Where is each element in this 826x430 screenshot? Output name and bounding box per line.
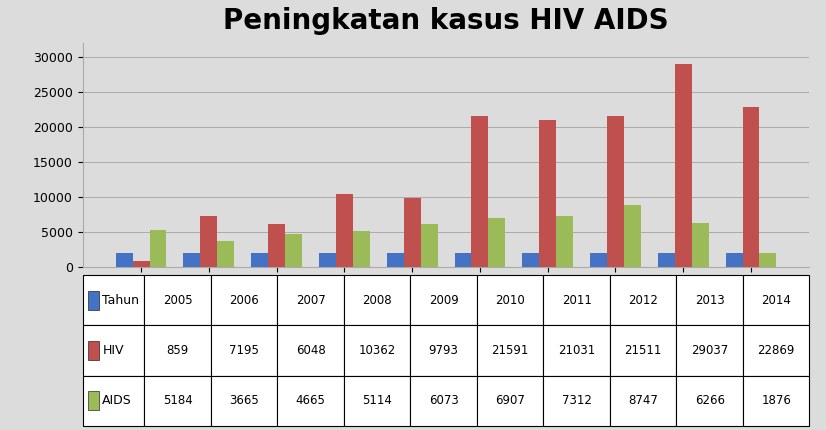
Text: 2014: 2014	[762, 294, 791, 307]
Bar	[133, 261, 150, 267]
Bar	[624, 206, 641, 267]
Text: 22869: 22869	[757, 344, 795, 357]
Text: 5114: 5114	[363, 394, 392, 407]
Text: 2005: 2005	[163, 294, 192, 307]
Bar	[268, 224, 285, 267]
Text: 6048: 6048	[296, 344, 325, 357]
Bar	[183, 253, 201, 267]
Text: 3665: 3665	[230, 394, 259, 407]
Bar	[472, 116, 488, 267]
Bar	[336, 194, 353, 267]
Bar	[743, 107, 759, 267]
Bar	[607, 116, 624, 267]
Text: 6073: 6073	[429, 394, 458, 407]
Bar	[657, 253, 675, 267]
Text: 9793: 9793	[429, 344, 458, 357]
Bar	[251, 253, 268, 267]
Text: 8747: 8747	[629, 394, 658, 407]
Bar	[150, 230, 167, 267]
Text: 4665: 4665	[296, 394, 325, 407]
Text: 21511: 21511	[624, 344, 662, 357]
Text: 2007: 2007	[296, 294, 325, 307]
Text: 2011: 2011	[562, 294, 591, 307]
Bar	[590, 253, 607, 267]
Bar	[353, 231, 370, 267]
Bar	[691, 223, 709, 267]
Text: 29037: 29037	[691, 344, 729, 357]
Bar	[759, 254, 776, 267]
Bar	[201, 216, 217, 267]
Text: 859: 859	[167, 344, 189, 357]
Text: 2013: 2013	[695, 294, 724, 307]
Bar	[387, 253, 404, 267]
Bar	[539, 120, 556, 267]
Text: 2008: 2008	[363, 294, 392, 307]
Text: 2006: 2006	[230, 294, 259, 307]
Text: 7312: 7312	[562, 394, 591, 407]
Bar	[725, 253, 743, 267]
Text: 21591: 21591	[491, 344, 529, 357]
Bar	[319, 253, 336, 267]
Bar	[404, 198, 420, 267]
Text: 7195: 7195	[229, 344, 259, 357]
Text: Tahun: Tahun	[102, 294, 140, 307]
Text: HIV: HIV	[102, 344, 124, 357]
Text: 5184: 5184	[163, 394, 192, 407]
Text: 2009: 2009	[429, 294, 458, 307]
Bar	[675, 64, 691, 267]
Text: 21031: 21031	[558, 344, 596, 357]
Bar	[556, 215, 573, 267]
Text: 6266: 6266	[695, 394, 724, 407]
Text: 2010: 2010	[496, 294, 525, 307]
Bar	[285, 234, 302, 267]
Text: 10362: 10362	[358, 344, 396, 357]
Text: 6907: 6907	[496, 394, 525, 407]
Title: Peningkatan kasus HIV AIDS: Peningkatan kasus HIV AIDS	[223, 7, 669, 35]
Bar	[454, 253, 472, 267]
Bar	[420, 224, 438, 267]
Text: AIDS: AIDS	[102, 394, 132, 407]
Bar	[488, 218, 506, 267]
Text: 2012: 2012	[629, 294, 658, 307]
Bar	[522, 253, 539, 267]
Text: 1876: 1876	[762, 394, 791, 407]
Bar	[217, 241, 235, 267]
Bar	[116, 253, 133, 267]
